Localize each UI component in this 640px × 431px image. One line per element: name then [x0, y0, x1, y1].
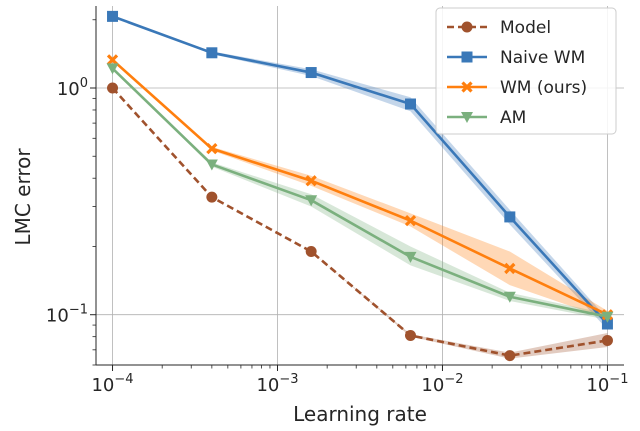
point-naive-wm: [504, 211, 516, 223]
point-model: [601, 334, 613, 346]
point-am: [503, 291, 516, 303]
point-model: [107, 82, 119, 94]
point-naive-wm: [206, 47, 218, 59]
point-am: [305, 195, 318, 207]
legend-label-am: AM: [500, 108, 526, 128]
line-naive-wm: [112, 15, 609, 325]
axes: [90, 6, 624, 371]
y-tick-label: 100: [57, 76, 88, 100]
legend-box: [435, 7, 617, 135]
series-lines: [111, 15, 609, 357]
line-model: [111, 87, 608, 357]
point-wm-ours: [106, 54, 119, 66]
tick-labels: 10−4 10−3 10−2 10−1 100 10−1: [46, 76, 629, 396]
legend-label-naive-wm: Naive WM: [500, 48, 585, 68]
legend: Model Naive WM WM (ours) AM: [435, 7, 617, 135]
x-axis-label: Learning rate: [293, 402, 427, 426]
y-tick-label: 10−1: [46, 303, 88, 327]
uncertainty-bands: [112, 16, 608, 359]
point-wm-ours: [504, 262, 516, 275]
legend-marker-wm-ours: [461, 81, 473, 93]
point-naive-wm: [404, 98, 416, 110]
point-am: [404, 251, 417, 263]
point-wm-ours: [305, 175, 317, 187]
series-markers: [106, 10, 614, 362]
point-model: [206, 191, 218, 203]
point-wm-ours: [404, 214, 417, 227]
legend-marker-model: [461, 21, 473, 33]
x-tick-label: 10−1: [586, 372, 628, 396]
point-am: [601, 311, 614, 323]
point-wm-ours: [206, 143, 218, 155]
point-model: [404, 329, 416, 341]
x-tick-label: 10−2: [421, 372, 463, 396]
y-axis-label: LMC error: [11, 148, 35, 246]
point-am: [205, 159, 218, 171]
point-model: [504, 350, 516, 362]
point-naive-wm: [601, 318, 613, 330]
point-am: [106, 63, 119, 75]
point-naive-wm: [305, 67, 317, 79]
line-wm-ours: [111, 58, 608, 316]
x-tick-label: 10−3: [256, 372, 298, 396]
point-model: [305, 246, 317, 258]
x-tick-label: 10−4: [91, 372, 133, 396]
legend-marker-am: [461, 112, 473, 123]
band-wm-ours: [112, 59, 608, 319]
legend-label-wm-ours: WM (ours): [500, 78, 587, 98]
point-naive-wm: [107, 10, 119, 22]
line-am: [111, 67, 608, 318]
legend-label-model: Model: [500, 18, 551, 38]
legend-marker-naive-wm: [461, 51, 473, 63]
